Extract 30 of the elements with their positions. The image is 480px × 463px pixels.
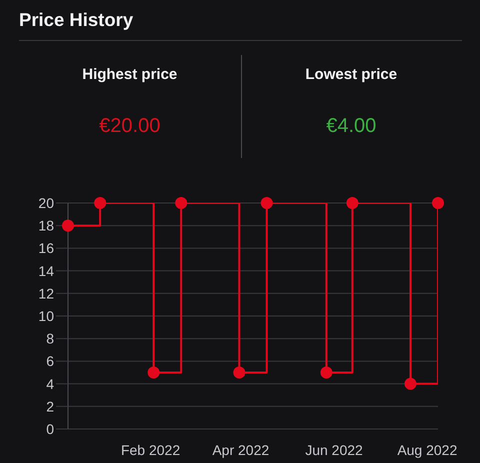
- y-tick-label: 18: [38, 218, 54, 234]
- y-tick-label: 2: [46, 398, 54, 414]
- point: [233, 366, 246, 378]
- y-tick-label: 20: [38, 194, 54, 211]
- y-tick-label: 8: [46, 330, 54, 347]
- y-tick-label: 6: [46, 353, 54, 370]
- y-tick-label: 14: [38, 262, 54, 279]
- x-tick-label: Jun 2022: [305, 442, 364, 458]
- text: Price History: [19, 9, 134, 30]
- point: [320, 366, 332, 378]
- point: [404, 378, 416, 390]
- x-tick-label: Aug 2022: [397, 442, 458, 458]
- point: [432, 197, 444, 209]
- y-tick-label: 4: [46, 376, 54, 392]
- y-tick-label: 16: [38, 240, 54, 256]
- point: [94, 197, 106, 209]
- y-tick-label: 12: [38, 285, 54, 302]
- category-label: Lowest price: [305, 66, 398, 83]
- point: [62, 220, 74, 232]
- text: €20.00: [99, 115, 160, 137]
- y-tick-label: 10: [38, 308, 54, 324]
- point: [175, 197, 188, 209]
- text: €4.00: [326, 115, 376, 137]
- x-tick-label: Apr 2022: [212, 442, 270, 458]
- point: [346, 197, 358, 209]
- x-tick-label: Feb 2022: [120, 442, 180, 458]
- point: [260, 197, 273, 209]
- y-tick-label: 0: [46, 420, 54, 437]
- point: [148, 366, 160, 378]
- category-label: Highest price: [82, 66, 178, 83]
